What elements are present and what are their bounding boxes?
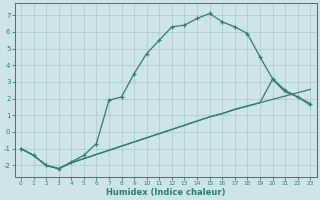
X-axis label: Humidex (Indice chaleur): Humidex (Indice chaleur) [106,188,225,197]
